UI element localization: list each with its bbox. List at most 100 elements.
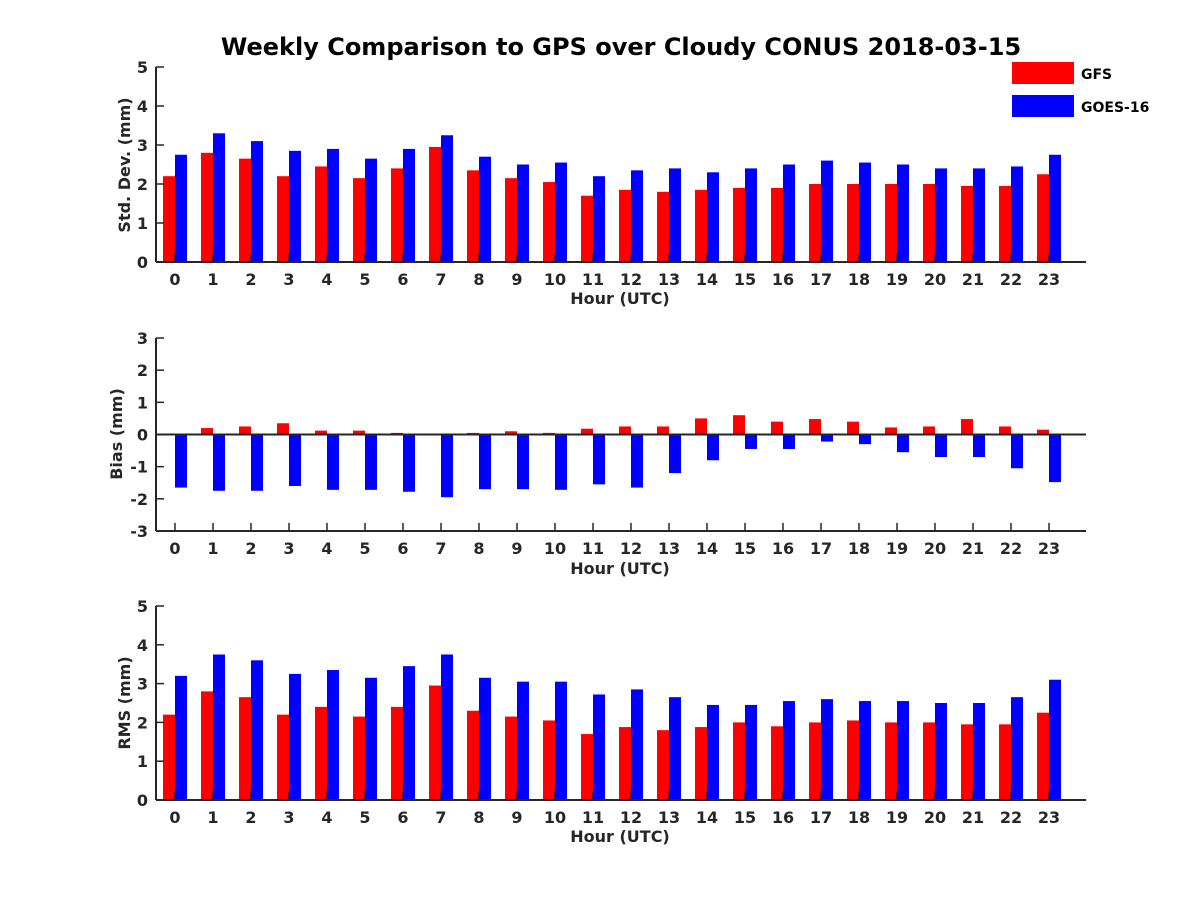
x-tick-label: 2 [245, 270, 256, 289]
bar-goes16-hour-4 [327, 434, 339, 490]
bar-gfs-hour-15 [733, 415, 745, 435]
bar-goes16-hour-4 [327, 148, 339, 262]
bar-gfs-hour-1 [201, 152, 213, 262]
bar-goes16-hour-22 [1011, 166, 1023, 262]
x-tick-label: 21 [962, 270, 984, 289]
y-tick-label: 2 [137, 713, 148, 732]
x-tick-label: 11 [582, 539, 604, 558]
bar-gfs-hour-2 [239, 697, 251, 800]
x-tick-label: 0 [169, 808, 180, 827]
bar-gfs-hour-23 [1037, 429, 1049, 435]
legend-swatch-gfs [1012, 62, 1074, 84]
bar-goes16-hour-11 [593, 434, 605, 485]
x-axis-label: Hour (UTC) [570, 559, 670, 578]
bar-gfs-hour-13 [657, 191, 669, 262]
bar-goes16-hour-18 [859, 162, 871, 262]
bar-gfs-hour-16 [771, 726, 783, 800]
x-tick-label: 19 [886, 808, 908, 827]
bar-gfs-hour-16 [771, 421, 783, 435]
bar-gfs-hour-0 [163, 714, 175, 800]
x-tick-label: 18 [848, 539, 870, 558]
bar-gfs-hour-14 [695, 189, 707, 262]
bar-gfs-hour-21 [961, 724, 973, 800]
x-tick-label: 11 [582, 270, 604, 289]
bar-gfs-hour-4 [315, 166, 327, 262]
y-axis-label: Bias (mm) [107, 388, 126, 480]
bar-gfs-hour-1 [201, 428, 213, 435]
bar-gfs-hour-10 [543, 720, 555, 800]
bar-goes16-hour-18 [859, 434, 871, 445]
bar-gfs-hour-0 [163, 176, 175, 262]
x-tick-label: 3 [283, 539, 294, 558]
bar-gfs-hour-11 [581, 734, 593, 800]
y-tick-label: 1 [137, 752, 148, 771]
x-tick-label: 16 [772, 808, 794, 827]
x-tick-label: 1 [207, 808, 218, 827]
x-tick-label: 9 [511, 539, 522, 558]
y-tick-label: 0 [137, 426, 148, 445]
x-tick-label: 6 [397, 808, 408, 827]
x-tick-label: 4 [321, 539, 332, 558]
bar-gfs-hour-5 [353, 716, 365, 800]
x-axis-label: Hour (UTC) [570, 827, 670, 846]
bar-goes16-hour-13 [669, 434, 681, 474]
x-tick-label: 8 [473, 808, 484, 827]
legend: GFS GOES-16 [1012, 62, 1149, 117]
bar-goes16-hour-0 [175, 675, 187, 800]
bar-goes16-hour-15 [745, 168, 757, 262]
x-tick-label: 12 [620, 808, 642, 827]
bar-gfs-hour-2 [239, 158, 251, 262]
x-axis-label: Hour (UTC) [570, 289, 670, 308]
x-tick-label: 16 [772, 539, 794, 558]
bar-gfs-hour-21 [961, 185, 973, 262]
y-tick-label: 5 [137, 597, 148, 616]
bar-goes16-hour-17 [821, 434, 833, 442]
bar-goes16-hour-13 [669, 697, 681, 800]
bar-gfs-hour-9 [505, 431, 517, 435]
bar-goes16-hour-1 [213, 654, 225, 800]
bar-goes16-hour-21 [973, 703, 985, 800]
bar-gfs-hour-4 [315, 706, 327, 800]
bar-gfs-hour-9 [505, 716, 517, 800]
x-tick-label: 5 [359, 808, 370, 827]
bar-gfs-hour-19 [885, 184, 897, 262]
chart-title: Weekly Comparison to GPS over Cloudy CON… [221, 33, 1021, 61]
bar-gfs-hour-6 [391, 168, 403, 262]
bar-gfs-hour-20 [923, 184, 935, 262]
x-tick-label: 15 [734, 270, 756, 289]
bar-goes16-hour-9 [517, 434, 529, 490]
bar-goes16-hour-3 [289, 150, 301, 262]
x-tick-label: 17 [810, 539, 832, 558]
bar-goes16-hour-13 [669, 168, 681, 262]
x-tick-label: 1 [207, 539, 218, 558]
y-tick-label: -3 [130, 522, 148, 541]
x-tick-label: 20 [924, 539, 946, 558]
bar-goes16-hour-17 [821, 160, 833, 262]
bar-gfs-hour-21 [961, 419, 973, 435]
x-tick-label: 8 [473, 539, 484, 558]
y-tick-label: 2 [137, 361, 148, 380]
bar-goes16-hour-20 [935, 434, 947, 458]
bar-goes16-hour-3 [289, 434, 301, 486]
bar-goes16-hour-7 [441, 135, 453, 262]
x-tick-label: 6 [397, 539, 408, 558]
y-tick-label: 1 [137, 214, 148, 233]
bar-goes16-hour-2 [251, 141, 263, 262]
bar-goes16-hour-17 [821, 699, 833, 800]
bar-goes16-hour-4 [327, 670, 339, 800]
bar-gfs-hour-12 [619, 727, 631, 800]
bar-gfs-hour-3 [277, 714, 289, 800]
bar-goes16-hour-1 [213, 434, 225, 491]
bar-gfs-hour-19 [885, 722, 897, 800]
bar-gfs-hour-3 [277, 176, 289, 262]
x-tick-label: 23 [1038, 808, 1060, 827]
bar-goes16-hour-12 [631, 170, 643, 262]
bar-goes16-hour-6 [403, 148, 415, 262]
x-tick-label: 20 [924, 270, 946, 289]
x-tick-label: 10 [544, 808, 566, 827]
bar-goes16-hour-8 [479, 677, 491, 800]
bar-goes16-hour-20 [935, 168, 947, 262]
x-tick-label: 23 [1038, 539, 1060, 558]
bar-goes16-hour-22 [1011, 434, 1023, 469]
